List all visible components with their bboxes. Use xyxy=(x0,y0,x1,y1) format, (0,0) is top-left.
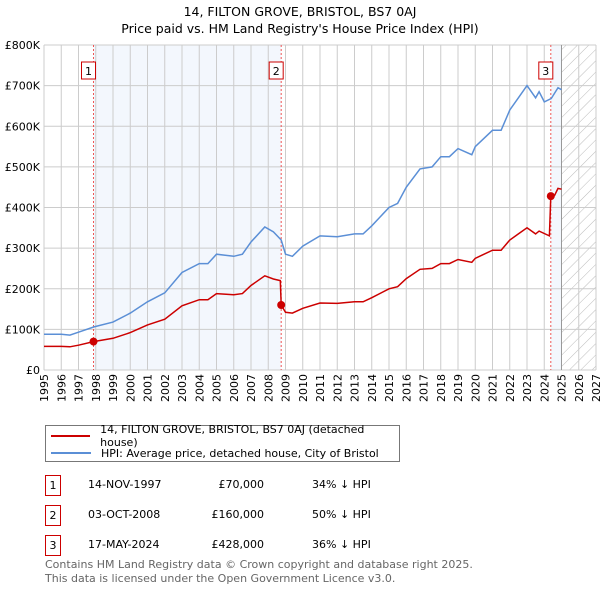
y-tick-label: £600K xyxy=(5,120,41,133)
x-tick-label: 2015 xyxy=(383,374,396,402)
legend-swatch-price xyxy=(51,435,91,437)
sale-point-3 xyxy=(546,192,555,201)
y-tick-label: £700K xyxy=(5,80,41,93)
y-tick-label: £800K xyxy=(5,39,41,52)
sale-hpi-diff: 34% ↓ HPI xyxy=(312,478,371,491)
legend-item-hpi: HPI: Average price, detached house, City… xyxy=(51,445,379,461)
sale-label-1: 1 xyxy=(85,65,92,78)
y-tick-label: £500K xyxy=(5,161,41,174)
x-tick-label: 2009 xyxy=(280,374,293,402)
sale-row-2: 2 03-OCT-2008 £160,000 50% ↓ HPI xyxy=(45,505,465,527)
sale-marker-label: 1 xyxy=(45,475,61,496)
x-tick-label: 2018 xyxy=(435,374,448,402)
x-tick-label: 2026 xyxy=(573,374,586,402)
sale-price: £428,000 xyxy=(211,538,265,551)
chart-svg: 1995 1996 1997 1998 1999 2000 2001 2002 2003 2004… xyxy=(5,39,600,402)
x-tick-label: 2020 xyxy=(469,374,482,402)
sale-hpi-diff: 36% ↓ HPI xyxy=(312,538,371,551)
x-tick-label: 2001 xyxy=(142,374,155,402)
x-tick-label: 2023 xyxy=(521,374,534,402)
sale-label-box-3 xyxy=(538,61,554,80)
x-tick-label: 1999 xyxy=(107,374,120,402)
x-tick-label: 1996 xyxy=(55,374,68,402)
y-tick-label: £100K xyxy=(5,323,41,336)
sale-hpi-diff: 50% ↓ HPI xyxy=(312,508,371,521)
x-tick-label: 2003 xyxy=(176,374,189,402)
x-tick-label: 2017 xyxy=(418,374,431,402)
x-tick-label: 2007 xyxy=(245,374,258,402)
sale-row-1: 1 14-NOV-1997 £70,000 34% ↓ HPI xyxy=(45,475,465,497)
sale-point-2 xyxy=(277,301,286,309)
chart-title: 14, FILTON GROVE, BRISTOL, BS7 0AJ xyxy=(183,4,417,19)
footer-copyright: Contains HM Land Registry data © Crown c… xyxy=(45,558,473,571)
x-tick-label: 2021 xyxy=(487,374,500,402)
x-tick-label: 2022 xyxy=(504,374,517,402)
x-tick-label: 2014 xyxy=(366,374,379,402)
x-tick-label: 2005 xyxy=(211,374,224,402)
hpi-line xyxy=(44,84,562,336)
x-tick-label: 2019 xyxy=(452,374,465,402)
sale-label-box-1 xyxy=(81,61,97,80)
sale-marker-label: 2 xyxy=(45,505,61,526)
x-tick-label: 1997 xyxy=(73,374,86,402)
y-tick-label: £300K xyxy=(5,242,41,255)
legend: 14, FILTON GROVE, BRISTOL, BS7 0AJ (deta… xyxy=(45,423,400,462)
legend-label-price: 14, FILTON GROVE, BRISTOL, BS7 0AJ (deta… xyxy=(100,423,365,449)
x-tick-label: 2004 xyxy=(193,374,206,402)
sale-row-3: 3 17-MAY-2024 £428,000 36% ↓ HPI xyxy=(45,535,465,557)
sale-date: 14-NOV-1997 xyxy=(88,478,162,491)
sale-price: £160,000 xyxy=(211,508,265,521)
sale-label-box-2 xyxy=(268,61,284,80)
x-tick-label: 2002 xyxy=(159,374,172,402)
legend-swatch-hpi xyxy=(51,452,91,454)
x-tick-label: 2012 xyxy=(331,374,344,402)
x-tick-label: 1998 xyxy=(90,374,103,402)
sale-date: 17-MAY-2024 xyxy=(88,538,160,551)
y-tick-label: £400K xyxy=(5,202,41,215)
legend-label-hpi: HPI: Average price, detached house, City… xyxy=(101,446,379,460)
y-tick-label: £0 xyxy=(26,364,40,377)
x-tick-label: 2000 xyxy=(124,374,137,402)
x-tick-label: 1995 xyxy=(38,374,51,402)
x-tick-label: 2008 xyxy=(262,374,275,402)
x-tick-label: 2027 xyxy=(590,374,600,402)
price-paid-line xyxy=(44,187,562,348)
legend-item-price: 14, FILTON GROVE, BRISTOL, BS7 0AJ (deta… xyxy=(51,423,399,449)
sale-point-1 xyxy=(89,337,98,346)
x-tick-label: 2013 xyxy=(349,374,362,402)
y-tick-label: £200K xyxy=(5,283,41,296)
sale-label-3: 3 xyxy=(542,65,549,78)
sale-price: £70,000 xyxy=(218,478,265,491)
sale-label-2: 2 xyxy=(273,65,280,78)
x-tick-label: 2024 xyxy=(538,374,551,402)
x-tick-label: 2011 xyxy=(314,374,327,402)
x-tick-label: 2010 xyxy=(297,374,310,402)
chart-subtitle: Price paid vs. HM Land Registry's House … xyxy=(121,21,479,36)
footer-licence: This data is licensed under the Open Gov… xyxy=(45,572,396,585)
sale-date: 03-OCT-2008 xyxy=(88,508,161,521)
x-tick-label: 2025 xyxy=(556,374,569,402)
sale-marker-label: 3 xyxy=(45,535,61,556)
x-tick-label: 2006 xyxy=(228,374,241,402)
x-tick-label: 2016 xyxy=(400,374,413,402)
